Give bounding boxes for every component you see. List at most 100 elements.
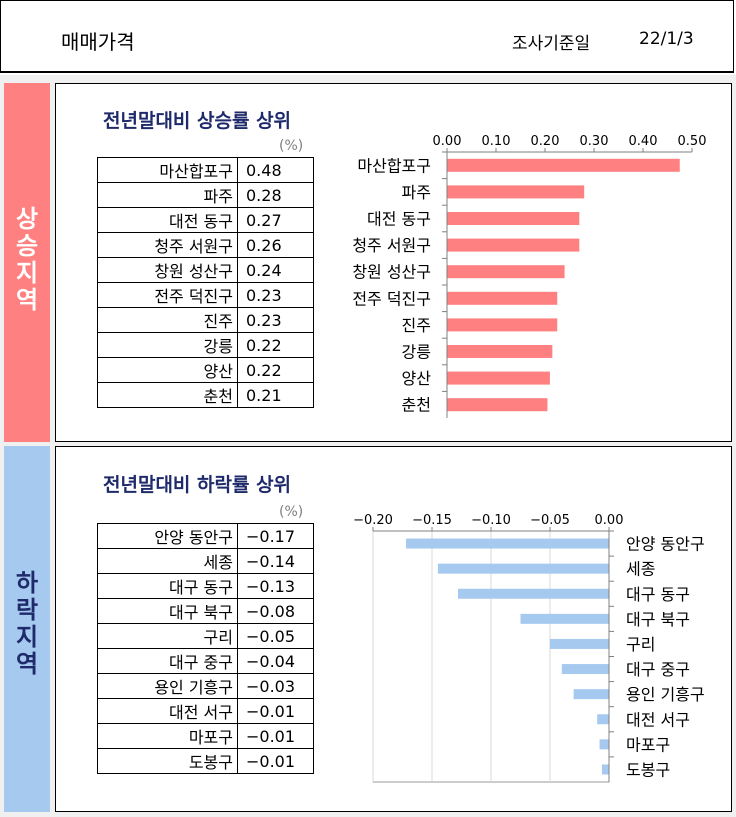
fall-region-name: 대구 중구 <box>97 648 238 674</box>
rise-region-value: 0.26 <box>237 232 314 258</box>
fall-category-label: 대전 서구 <box>626 710 690 729</box>
fall-side-char: 지 <box>15 623 39 651</box>
rise-section-title: 전년말대비 상승률 상위 <box>103 110 292 132</box>
fall-bar <box>597 714 609 725</box>
rise-x-tick-label: 0.20 <box>531 134 560 149</box>
fall-category-label: 세종 <box>626 560 655 579</box>
rise-region-name: 춘천 <box>97 382 238 408</box>
rise-side-char: 역 <box>15 286 39 314</box>
fall-category-label: 구리 <box>626 635 655 654</box>
rise-region-value: 0.22 <box>237 357 314 383</box>
rise-category-label: 전주 덕진구 <box>352 289 431 308</box>
report-header: 매매가격 조사기준일 22/1/3 <box>0 0 734 73</box>
rise-category-label: 파주 <box>402 183 431 202</box>
rise-region-value: 0.27 <box>237 207 314 233</box>
fall-region-name: 대구 동구 <box>97 573 238 599</box>
survey-date-value: 22/1/3 <box>639 29 694 49</box>
rise-region-value: 0.23 <box>237 307 314 333</box>
rise-table-row: 춘천 0.21 <box>97 382 314 408</box>
rise-region-name: 전주 덕진구 <box>97 282 238 308</box>
fall-bar <box>550 638 609 649</box>
fall-region-name: 구리 <box>97 623 238 649</box>
rise-bar <box>447 291 558 305</box>
fall-bar <box>599 739 609 750</box>
fall-table-row: 세종 −0.14 <box>97 548 314 574</box>
survey-date-label: 조사기준일 <box>512 34 591 54</box>
rise-category-label: 양산 <box>402 369 432 388</box>
fall-x-tick-label: −0.20 <box>353 513 393 528</box>
fall-region-value: −0.14 <box>237 548 314 574</box>
fall-side-char: 락 <box>15 596 39 624</box>
fall-x-tick-label: −0.10 <box>471 513 511 528</box>
rise-category-label: 청주 서원구 <box>352 236 431 255</box>
rise-category-label: 강릉 <box>402 343 431 362</box>
fall-bar <box>601 764 609 775</box>
rise-x-tick-label: 0.40 <box>629 134 658 149</box>
rise-unit-label: (%) <box>279 138 304 154</box>
rise-category-label: 대전 동구 <box>367 210 431 229</box>
rise-table-row: 창원 성산구 0.24 <box>97 257 314 283</box>
fall-region-value: −0.13 <box>237 573 314 599</box>
fall-bar <box>406 538 609 549</box>
rise-region-value: 0.22 <box>237 332 314 358</box>
rise-bar <box>447 158 680 172</box>
rise-bar <box>447 265 565 279</box>
fall-category-label: 마포구 <box>626 735 670 754</box>
rise-region-value: 0.48 <box>237 157 314 183</box>
rise-bar <box>447 345 553 358</box>
rise-ranking-table: 마산합포구 0.48 파주 0.28 대전 동구 0.27 청주 서원구 0.26 창원 성산구… <box>97 157 314 408</box>
fall-table-row: 대구 북구 −0.08 <box>97 598 314 624</box>
fall-table-row: 도봉구 −0.01 <box>97 748 314 774</box>
rise-x-tick-label: 0.50 <box>678 134 707 149</box>
rise-x-tick-label: 0.10 <box>482 134 511 149</box>
fall-bar <box>573 689 609 700</box>
rise-category-label: 춘천 <box>402 396 431 415</box>
rise-region-side-label: 상 승 지 역 <box>4 83 50 442</box>
fall-category-label: 대구 동구 <box>626 585 690 604</box>
fall-x-tick-label: 0.00 <box>595 513 624 528</box>
fall-region-value: −0.04 <box>237 648 314 674</box>
rise-table-row: 강릉 0.22 <box>97 332 314 358</box>
rise-category-label: 마산합포구 <box>357 156 431 175</box>
fall-section-title: 전년말대비 하락률 상위 <box>103 474 292 496</box>
fall-table-row: 구리 −0.05 <box>97 623 314 649</box>
fall-side-char: 역 <box>15 650 39 678</box>
rise-x-tick-label: 0.30 <box>580 134 609 149</box>
fall-side-char: 하 <box>15 569 39 597</box>
rise-table-row: 청주 서원구 0.26 <box>97 232 314 258</box>
fall-region-value: −0.03 <box>237 673 314 699</box>
fall-region-value: −0.05 <box>237 623 314 649</box>
fall-region-value: −0.01 <box>237 748 314 774</box>
fall-table-row: 대구 동구 −0.13 <box>97 573 314 599</box>
rise-region-name: 강릉 <box>97 332 238 358</box>
fall-category-label: 대구 중구 <box>626 660 690 679</box>
fall-category-label: 용인 기흥구 <box>626 685 705 704</box>
fall-panel: 전년말대비 하락률 상위 (%) 안양 동안구 −0.17 세종 −0.14 대구 동구… <box>55 446 732 812</box>
rise-side-char: 승 <box>15 232 39 260</box>
fall-table-row: 대구 중구 −0.04 <box>97 648 314 674</box>
rise-region-name: 창원 성산구 <box>97 257 238 283</box>
rise-panel: 전년말대비 상승률 상위 (%) 마산합포구 0.48 파주 0.28 대전 동구 0.2… <box>55 83 732 442</box>
fall-table-row: 마포구 −0.01 <box>97 723 314 749</box>
rise-bar <box>447 318 558 332</box>
fall-region-value: −0.01 <box>237 698 314 724</box>
rise-region-value: 0.23 <box>237 282 314 308</box>
rise-region-value: 0.21 <box>237 382 314 408</box>
rise-table-row: 진주 0.23 <box>97 307 314 333</box>
rise-bar <box>447 238 580 252</box>
fall-bar <box>520 613 609 624</box>
fall-unit-label: (%) <box>279 504 304 520</box>
fall-x-tick-label: −0.05 <box>530 513 570 528</box>
header-title: 매매가격 <box>61 30 135 54</box>
fall-ranking-table: 안양 동안구 −0.17 세종 −0.14 대구 동구 −0.13 대구 북구 −0.08 구리… <box>97 523 314 774</box>
rise-bar <box>447 212 580 225</box>
rise-bar <box>447 398 548 412</box>
rise-table-row: 마산합포구 0.48 <box>97 157 314 183</box>
rise-x-tick-label: 0.00 <box>433 134 462 149</box>
rise-region-name: 마산합포구 <box>97 157 238 183</box>
fall-x-tick-label: −0.15 <box>412 513 452 528</box>
rise-side-char: 상 <box>15 205 39 233</box>
rise-bar <box>447 371 550 385</box>
